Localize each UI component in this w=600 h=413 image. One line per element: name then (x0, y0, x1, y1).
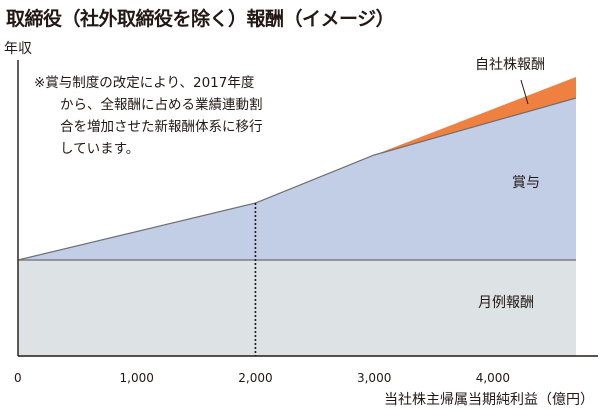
note-line: から、全報酬に占める業績連動割 (60, 97, 263, 113)
x-tick-label: 3,000 (357, 371, 391, 385)
y-axis-label: 年収 (4, 41, 32, 57)
x-tick-label: 4,000 (476, 371, 510, 385)
bonus-top-line (17, 97, 577, 261)
area-bonus (18, 98, 576, 260)
chart-areas (17, 77, 577, 356)
x-tick-labels: 0 1,000 2,000 3,000 4,000 (14, 371, 510, 385)
stock-label-leader (520, 79, 529, 105)
x-tick-label: 2,000 (238, 371, 272, 385)
x-axis-label: 当社株主帰属当期純利益（億円） (384, 392, 594, 408)
series-label-bonus: 賞与 (512, 175, 540, 191)
series-label-stock: 自社株報酬 (475, 57, 545, 73)
area-monthly-salary (18, 260, 576, 356)
note-line: 合を増加させた新報酬体系に移行 (60, 119, 263, 135)
page-title: 取締役（社外取締役を除く）報酬（イメージ） (6, 8, 395, 30)
x-tick-label: 0 (14, 371, 22, 385)
series-label-monthly: 月例報酬 (478, 295, 534, 311)
chart-axes (17, 60, 598, 357)
note-line: ※賞与制度の改定により、2017年度 (34, 75, 255, 91)
x-tick-label: 1,000 (120, 371, 154, 385)
note-line: しています。 (60, 141, 140, 157)
footnote: ※賞与制度の改定により、2017年度 から、全報酬に占める業績連動割 合を増加さ… (34, 72, 354, 160)
